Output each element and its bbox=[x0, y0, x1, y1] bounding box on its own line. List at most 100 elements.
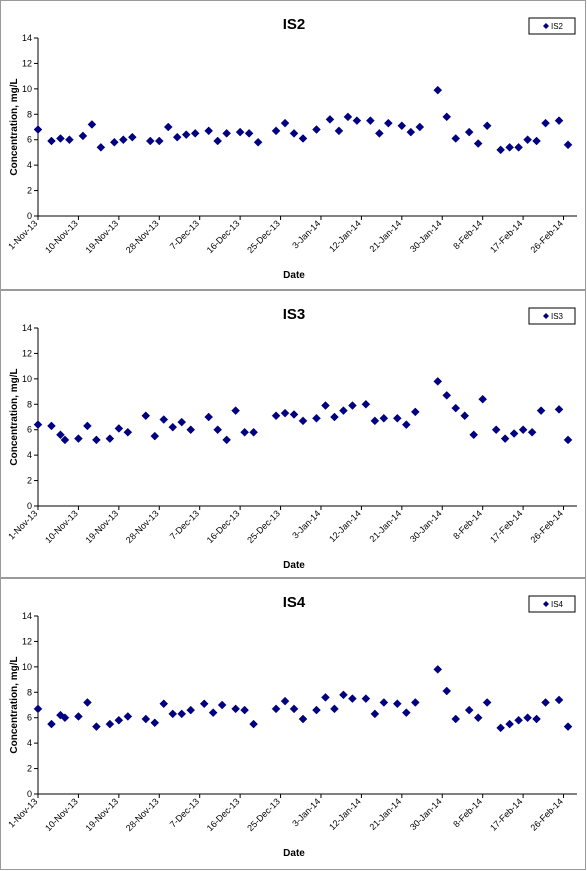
chart-panel-is3: IS3 0 2 4 6 8 10 12 14 1-Nov-13 10-Nov-13 19-Nov-13… bbox=[0, 290, 586, 578]
x-tick-label: 30-Jan-14 bbox=[408, 508, 444, 544]
y-tick-label: 6 bbox=[27, 713, 32, 723]
x-tick-label: 21-Jan-14 bbox=[368, 218, 404, 254]
x-tick-label: 25-Dec-13 bbox=[245, 796, 282, 833]
y-tick-label: 4 bbox=[27, 450, 32, 460]
data-point bbox=[213, 425, 223, 435]
data-point bbox=[74, 434, 83, 443]
x-tick-label: 10-Nov-13 bbox=[43, 218, 80, 255]
y-tick-label: 10 bbox=[22, 662, 32, 672]
data-point bbox=[222, 435, 232, 445]
x-tick-label: 17-Feb-14 bbox=[488, 508, 524, 544]
data-point bbox=[289, 410, 299, 419]
legend-label: IS4 bbox=[551, 600, 564, 609]
data-point bbox=[339, 690, 348, 700]
data-point bbox=[464, 127, 474, 137]
data-point bbox=[190, 129, 200, 138]
legend-label: IS2 bbox=[551, 22, 564, 31]
data-point bbox=[159, 699, 169, 709]
data-point bbox=[509, 429, 519, 438]
data-point bbox=[231, 406, 240, 415]
data-point bbox=[141, 714, 151, 724]
y-tick-label: 8 bbox=[27, 399, 32, 409]
x-tick-label: 19-Nov-13 bbox=[83, 796, 120, 833]
x-tick-label: 17-Feb-14 bbox=[488, 218, 524, 254]
data-point bbox=[361, 694, 371, 703]
data-point bbox=[271, 704, 281, 714]
data-point bbox=[208, 708, 218, 717]
data-point bbox=[370, 709, 380, 719]
data-point bbox=[92, 722, 101, 731]
data-point bbox=[532, 714, 541, 724]
chart-is3: IS3 0 2 4 6 8 10 12 14 1-Nov-13 10-Nov-13 19-Nov-13… bbox=[6, 306, 577, 571]
data-point bbox=[527, 427, 537, 437]
data-point bbox=[473, 713, 483, 723]
data-point bbox=[523, 135, 532, 145]
x-tick-label: 17-Feb-14 bbox=[488, 796, 524, 832]
y-tick-label: 2 bbox=[27, 186, 32, 196]
data-point bbox=[339, 406, 348, 415]
data-point bbox=[469, 430, 479, 440]
data-point bbox=[105, 434, 115, 443]
data-point bbox=[56, 430, 65, 440]
data-point bbox=[118, 135, 128, 145]
legend-box bbox=[528, 307, 576, 325]
data-point bbox=[298, 714, 308, 724]
data-point bbox=[240, 705, 249, 715]
data-point bbox=[392, 699, 402, 709]
y-axis-label: Concentration, mg/L bbox=[9, 656, 20, 753]
data-point bbox=[473, 139, 483, 148]
data-point bbox=[253, 137, 263, 147]
x-tick-label: 30-Jan-14 bbox=[408, 218, 444, 254]
data-point bbox=[541, 118, 550, 128]
x-tick-label: 28-Nov-13 bbox=[124, 796, 161, 833]
data-point bbox=[298, 134, 308, 143]
data-point bbox=[370, 416, 380, 426]
data-point bbox=[159, 415, 169, 424]
data-point bbox=[168, 422, 178, 432]
x-axis-label: Date bbox=[283, 560, 305, 571]
data-point bbox=[451, 714, 461, 724]
data-point bbox=[505, 142, 514, 152]
data-point bbox=[60, 713, 70, 723]
x-tick-label: 8-Feb-14 bbox=[451, 218, 484, 251]
data-point bbox=[518, 425, 528, 435]
data-point bbox=[65, 135, 74, 145]
data-point bbox=[379, 413, 389, 423]
x-tick-label: 7-Dec-13 bbox=[168, 796, 201, 829]
x-tick-label: 7-Dec-13 bbox=[168, 508, 201, 541]
data-point bbox=[33, 420, 43, 429]
data-point bbox=[92, 435, 101, 445]
x-tick-label: 30-Jan-14 bbox=[408, 796, 444, 832]
data-point bbox=[375, 129, 384, 138]
data-point bbox=[505, 719, 514, 729]
data-point bbox=[150, 718, 160, 728]
data-point bbox=[222, 129, 232, 138]
data-point bbox=[330, 412, 339, 422]
data-point bbox=[186, 705, 196, 715]
x-axis-label: Date bbox=[283, 848, 305, 859]
data-point bbox=[460, 411, 470, 421]
y-tick-label: 2 bbox=[27, 476, 32, 486]
data-point bbox=[145, 136, 155, 146]
data-point bbox=[554, 695, 564, 705]
y-tick-label: 14 bbox=[22, 323, 32, 333]
data-point bbox=[168, 709, 178, 719]
x-tick-label: 1-Nov-13 bbox=[6, 218, 39, 251]
y-tick-label: 14 bbox=[22, 611, 32, 621]
data-point bbox=[289, 704, 299, 714]
data-point bbox=[482, 121, 492, 131]
data-point bbox=[96, 142, 106, 152]
data-point bbox=[154, 136, 164, 146]
data-point bbox=[442, 686, 452, 696]
data-point bbox=[249, 719, 258, 729]
x-tick-label: 28-Nov-13 bbox=[124, 508, 161, 545]
x-tick-label: 7-Dec-13 bbox=[168, 218, 201, 251]
data-point bbox=[177, 709, 187, 719]
data-point bbox=[83, 698, 92, 707]
data-point bbox=[491, 425, 501, 435]
data-point bbox=[217, 700, 227, 710]
data-point bbox=[478, 394, 488, 404]
x-tick-label: 19-Nov-13 bbox=[83, 218, 120, 255]
x-tick-label: 10-Nov-13 bbox=[43, 508, 80, 545]
data-point bbox=[433, 665, 443, 674]
